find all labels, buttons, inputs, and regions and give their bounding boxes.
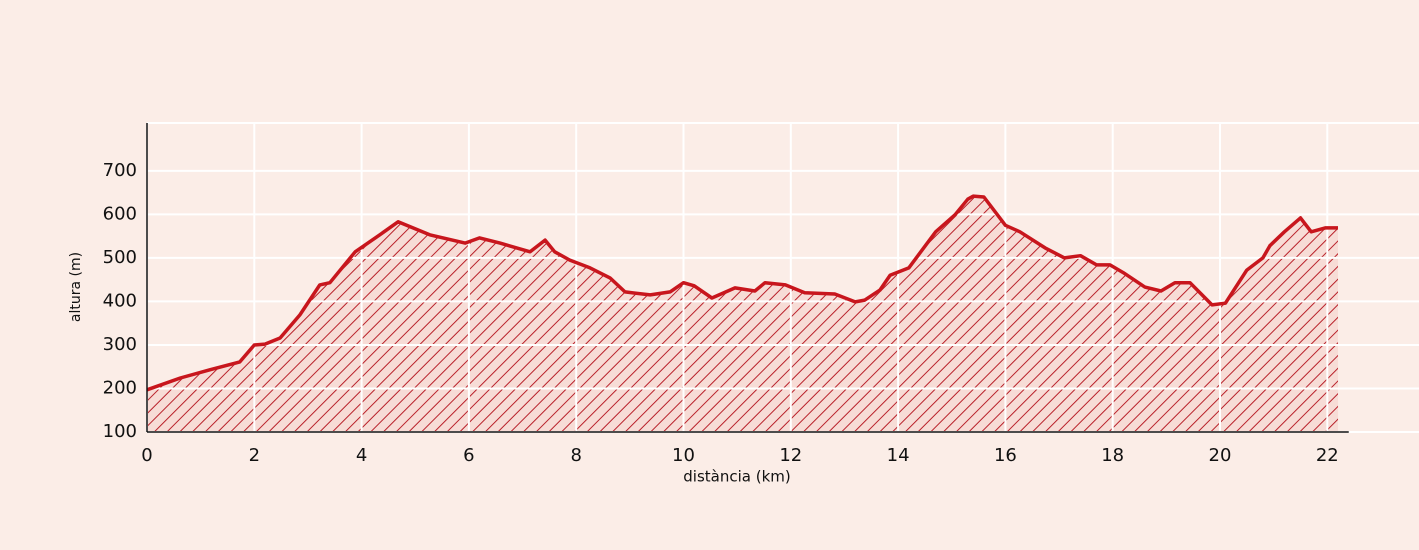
x-tick-label: 18 — [1101, 445, 1124, 466]
y-tick-label: 100 — [103, 421, 137, 442]
elevation-area — [147, 196, 1339, 432]
x-tick-label: 6 — [463, 445, 474, 466]
y-axis-label: altura (m) — [68, 252, 84, 322]
x-tick-label: 20 — [1209, 445, 1232, 466]
x-axis-label: distància (km) — [683, 468, 790, 486]
x-tick-label: 0 — [141, 445, 152, 466]
y-tick-label: 600 — [103, 203, 137, 224]
x-tick-label: 22 — [1316, 445, 1339, 466]
x-tick-label: 8 — [570, 445, 581, 466]
x-tick-label: 12 — [779, 445, 802, 466]
y-tick-label: 500 — [103, 247, 137, 268]
y-tick-label: 400 — [103, 290, 137, 311]
x-tick-label: 2 — [249, 445, 260, 466]
elevation-line — [146, 194, 1338, 392]
x-tick-label: 16 — [994, 445, 1017, 466]
x-tick-label: 10 — [672, 445, 695, 466]
x-tick-label: 14 — [887, 445, 910, 466]
y-tick-label: 300 — [103, 334, 137, 355]
y-tick-label: 700 — [103, 160, 137, 181]
x-tick-label: 4 — [356, 445, 367, 466]
y-tick-label: 200 — [103, 377, 137, 398]
